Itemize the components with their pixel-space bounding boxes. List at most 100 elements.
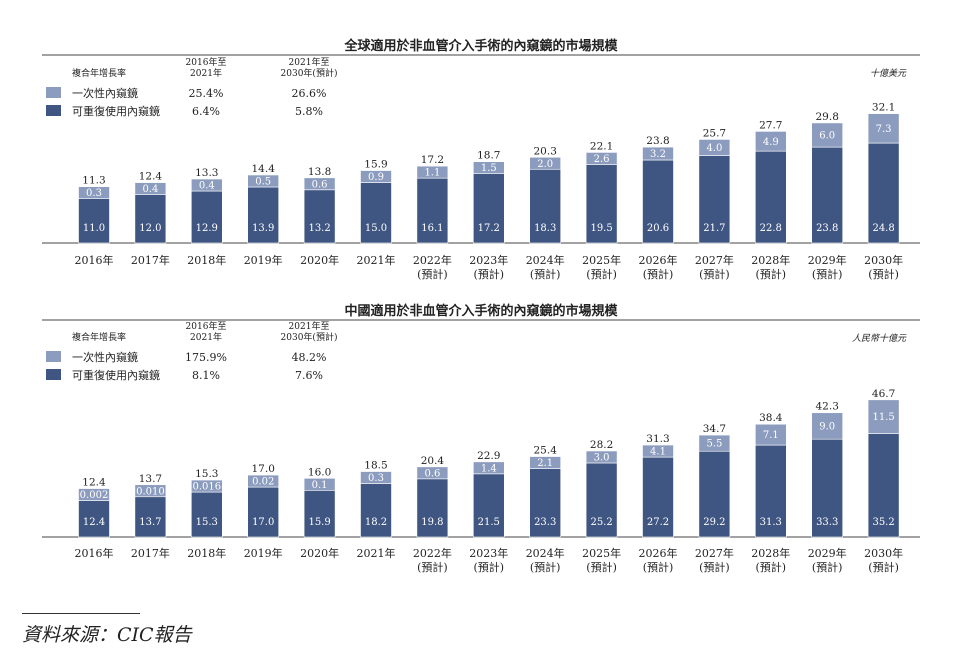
china-total-label: 22.9 [477,450,500,462]
global-total-label: 32.1 [872,102,895,114]
source-divider [22,613,140,614]
global-chart-title: 全球適用於非血管介入手術的內窺鏡的市場規模 [343,38,618,54]
global-cagr-value: 26.6% [292,87,327,100]
global-reusable-value-label: 13.9 [252,223,274,234]
china-category-label: (預計) [756,560,787,574]
china-disposable-value-label: 0.1 [312,480,328,491]
global-category-label: 2025年 [582,253,621,267]
global-reusable-value-label: 21.7 [703,223,725,234]
china-bar-disposable [867,399,900,434]
global-disposable-value-label: 0.4 [142,184,158,195]
china-disposable-value-label: 0.02 [252,477,274,488]
global-category-label: 2017年 [131,253,170,267]
china-category-label: 2025年 [582,546,621,560]
global-cagr-period-label: 2030年(預計) [281,67,338,79]
china-legend-label-reusable: 可重復使用內窺鏡 [72,368,160,382]
china-cagr-period-label: 2030年(預計) [281,331,338,343]
global-category-label: (預計) [417,267,448,281]
global-category-label: 2016年 [75,253,114,267]
global-category-label: 2021年 [357,253,396,267]
china-bar-disposable [416,466,449,480]
global-disposable-value-label: 0.3 [86,188,102,199]
china-reusable-value-label: 25.2 [590,517,612,528]
china-bar-disposable [303,477,336,491]
global-bar-reusable [134,194,167,244]
global-total-label: 29.8 [816,111,839,123]
global-bar-reusable [529,168,562,244]
global-bar-disposable [585,152,618,165]
global-reusable-value-label: 23.8 [816,223,838,234]
china-disposable-value-label: 11.5 [872,412,894,423]
global-cagr-value: 5.8% [295,105,323,118]
china-category-label: (預計) [530,560,561,574]
china-bar-disposable [698,434,731,452]
china-reusable-value-label: 21.5 [478,517,500,528]
global-reusable-value-label: 18.3 [534,223,556,234]
china-disposable-value-label: 4.1 [650,447,666,458]
global-disposable-value-label: 4.0 [706,143,722,154]
global-disposable-value-label: 0.4 [199,181,215,192]
china-total-label: 16.0 [308,466,331,478]
global-category-label: 2019年 [244,253,283,267]
china-bar-disposable [247,474,279,488]
china-bar-reusable [303,489,336,538]
global-category-label: (預計) [530,267,561,281]
china-reusable-value-label: 35.2 [872,517,894,528]
global-bar-reusable [642,159,674,244]
china-bar-reusable [472,473,505,538]
china-category-label: (預計) [643,560,674,574]
global-bar-disposable [416,165,449,179]
global-cagr-period-label: 2021年至 [289,56,330,68]
china-bar-reusable [360,483,392,538]
china-bar-disposable [78,488,110,501]
global-bar-reusable [191,190,223,244]
china-bar-reusable [754,444,787,538]
china-disposable-value-label: 2.1 [537,458,553,469]
china-total-label: 42.3 [816,401,839,413]
global-category-label: 2022年 [413,253,452,267]
global-bar-disposable [472,161,505,174]
global-total-label: 12.4 [139,171,163,183]
china-cagr-header: 複合年增長率 [72,331,126,343]
china-bar-reusable [416,478,449,538]
china-total-label: 18.5 [364,460,387,472]
global-total-label: 20.3 [534,145,557,157]
china-disposable-value-label: 1.4 [481,463,497,474]
china-total-label: 13.7 [139,473,162,485]
global-bar-reusable [811,146,844,244]
global-bar-reusable [247,186,279,244]
global-reusable-value-label: 13.2 [308,223,330,234]
china-cagr-value: 48.2% [292,351,327,364]
china-category-label: 2023年 [469,546,508,560]
china-reusable-value-label: 18.2 [365,517,387,528]
global-reusable-value-label: 22.8 [760,223,782,234]
global-reusable-value-label: 12.9 [196,223,218,234]
global-unit-label: 十億美元 [870,68,907,79]
global-bar-disposable [811,122,844,148]
global-bar-reusable [754,150,787,244]
china-bar-disposable [642,444,674,458]
global-category-label: (預計) [643,267,674,281]
china-disposable-value-label: 7.1 [763,430,779,441]
global-bar-reusable [78,198,110,244]
china-disposable-value-label: 3.0 [594,452,610,463]
global-disposable-value-label: 1.1 [424,168,440,179]
china-category-label: 2028年 [751,546,790,560]
global-reusable-value-label: 11.0 [83,223,105,234]
global-reusable-value-label: 15.0 [365,223,387,234]
global-disposable-value-label: 4.9 [763,137,779,148]
china-category-label: 2019年 [244,546,283,560]
global-cagr-value: 6.4% [192,105,220,118]
global-category-label: (預計) [474,267,505,281]
global-bar-disposable [529,156,562,170]
global-cagr-value: 25.4% [189,87,224,100]
china-category-label: (預計) [868,560,899,574]
china-bar-reusable [642,456,674,538]
china-total-label: 46.7 [872,388,895,400]
china-legend-swatch-disposable [46,351,61,362]
china-chart-title: 中國適用於非血管介入手術的內窺鏡的市場規模 [344,303,618,319]
china-reusable-value-label: 12.4 [83,517,105,528]
china-category-label: 2020年 [300,546,339,560]
global-category-label: 2020年 [300,253,339,267]
